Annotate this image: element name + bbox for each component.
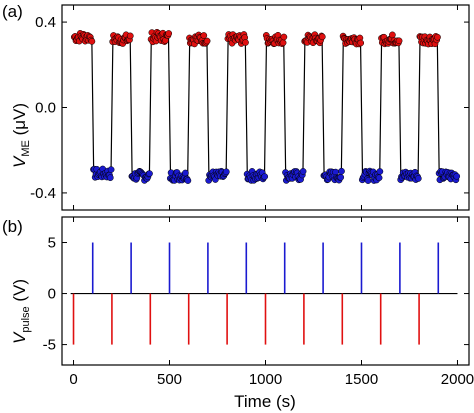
panel-a-y-tick-label: -0.4 <box>30 185 56 202</box>
ve-data-point <box>299 168 307 175</box>
ve-data-point <box>338 167 345 175</box>
ve-data-point <box>184 177 192 184</box>
panel-b-x-tick-label: 1000 <box>249 371 282 388</box>
ve-data-point <box>126 32 134 40</box>
ve-data-point <box>107 166 115 173</box>
panel-b-x-tick-label: 1500 <box>345 371 378 388</box>
ve-data-point <box>389 31 396 39</box>
ve-data-point <box>357 39 365 47</box>
panel-a-ticks: -0.4 0.0 0.4 <box>30 5 469 210</box>
ve-data-point <box>203 37 211 45</box>
ve-data-point <box>165 30 173 37</box>
panel-a-ylabel-sub: ME <box>20 140 32 157</box>
panel-b-y-tick-label: 5 <box>48 235 56 252</box>
panel-b-label: (b) <box>2 217 23 236</box>
ve-data-point <box>279 39 287 47</box>
panel-b-ticks: 0 500 1000 1500 2000 -5 0 5 <box>43 217 474 388</box>
ve-data-point <box>453 172 461 180</box>
panel-a-data <box>70 28 461 184</box>
ve-data-point <box>242 39 249 46</box>
panel-a-label: (a) <box>2 2 23 21</box>
ve-data-point <box>88 38 96 45</box>
ve-data-point <box>375 174 383 182</box>
panel-b-ylabel-unit: (V) <box>10 279 29 306</box>
panel-a-y-tick-label: 0.0 <box>35 100 56 117</box>
ve-data-point <box>434 33 441 41</box>
panel-b-data <box>70 242 458 345</box>
panel-a-y-tick-label: 0.4 <box>35 14 56 31</box>
panel-b-x-tick-label: 0 <box>69 371 77 388</box>
ve-data-point <box>146 170 153 177</box>
ve-data-point <box>222 168 230 176</box>
panel-b-y-tick-label: -5 <box>43 337 56 354</box>
panel-b-x-tick-label: 500 <box>157 371 182 388</box>
ve-data-point <box>376 168 384 175</box>
panel-b-ylabel-main: V <box>10 331 29 344</box>
panel-a-ylabel-unit: (μV) <box>10 103 29 140</box>
ve-data-point <box>364 177 372 184</box>
x-axis-label: Time (s) <box>234 392 296 411</box>
panel-a-ylabel-main: V <box>10 155 29 168</box>
ve-data-point <box>318 33 326 41</box>
ve-data-point <box>182 169 189 177</box>
panel-b-ylabel-sub: pulse <box>20 306 32 332</box>
panel-b-y-tick-label: 0 <box>48 286 56 303</box>
ve-data-point <box>414 175 422 182</box>
panel-b-ylabel: Vpulse (V) <box>10 279 32 344</box>
panel-a-ylabel: VME (μV) <box>10 103 32 168</box>
ve-data-point <box>395 37 403 45</box>
ve-data-point <box>200 32 208 39</box>
ve-data-point <box>280 33 288 41</box>
ve-trace <box>74 36 457 177</box>
ve-data-point <box>106 174 114 182</box>
ve-data-point <box>337 173 345 181</box>
ve-data-point <box>261 173 269 180</box>
panel-b-x-tick-label: 2000 <box>441 371 474 388</box>
